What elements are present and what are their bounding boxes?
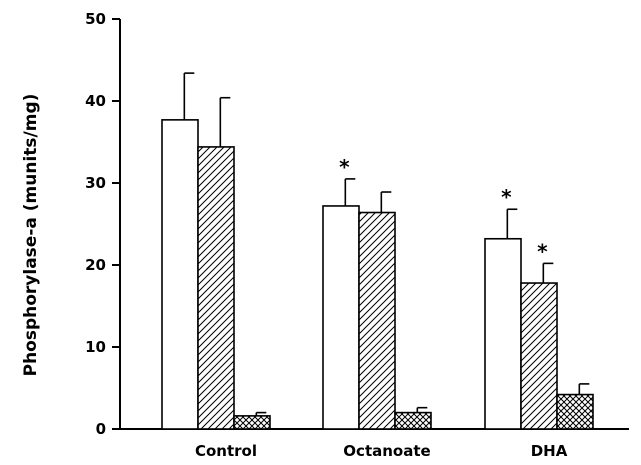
bar	[520, 282, 558, 430]
bar	[556, 393, 594, 430]
bar	[233, 415, 271, 430]
significance-star: *	[537, 239, 548, 263]
category-label: DHA	[531, 442, 568, 460]
y-tick-label: 30	[85, 174, 106, 192]
bar	[484, 237, 522, 430]
bar	[161, 119, 199, 430]
category-labels: Control Octanoate DHA	[195, 442, 568, 460]
y-axis-label: Phosphorylase-a (munits/mg)	[21, 94, 41, 377]
bar	[394, 411, 432, 430]
significance-star: *	[501, 185, 512, 209]
y-tick-label: 20	[85, 256, 106, 274]
bar	[358, 211, 396, 430]
bars: * * *	[161, 72, 594, 430]
y-tick-label: 0	[96, 420, 106, 438]
y-tick-label: 50	[85, 10, 106, 28]
significance-star: *	[339, 155, 350, 179]
y-tick-label: 10	[85, 338, 106, 356]
category-label: Control	[195, 442, 257, 460]
bar	[322, 205, 360, 430]
bar	[197, 146, 235, 430]
category-label: Octanoate	[343, 442, 430, 460]
y-tick-label: 40	[85, 92, 106, 110]
